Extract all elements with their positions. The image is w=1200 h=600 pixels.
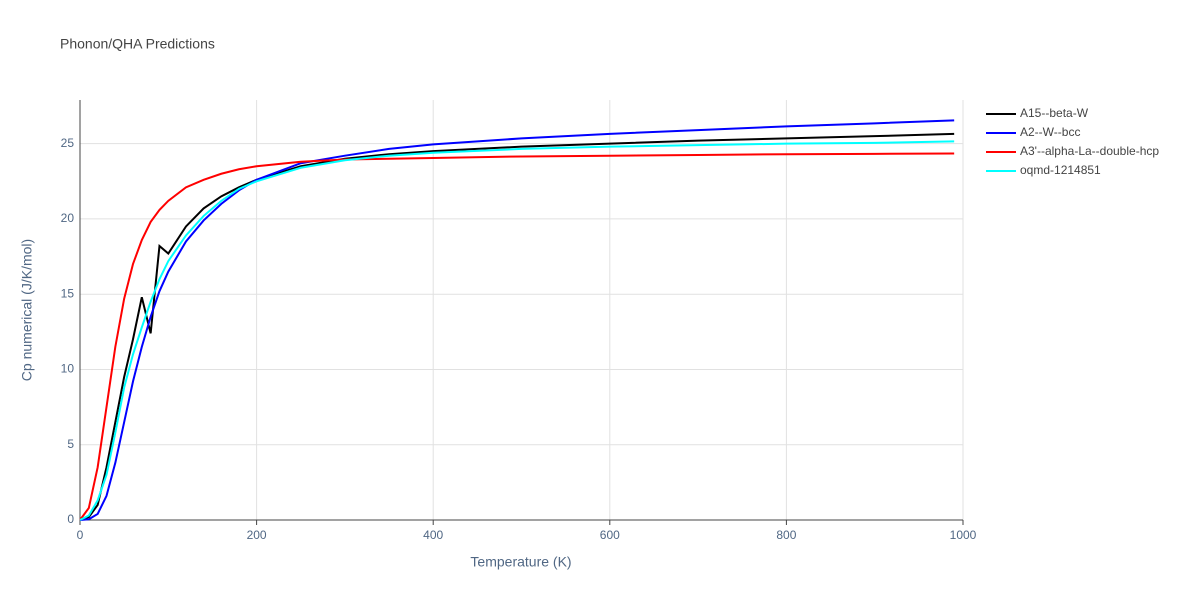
legend-label: A2--W--bcc bbox=[1020, 125, 1080, 139]
chart-title: Phonon/QHA Predictions bbox=[60, 36, 215, 52]
x-tick-label: 200 bbox=[247, 528, 267, 542]
y-tick-label: 15 bbox=[61, 286, 75, 300]
legend-label: A3'--alpha-La--double-hcp bbox=[1020, 144, 1159, 158]
data-line bbox=[79, 132, 955, 521]
y-tick-label: 0 bbox=[67, 512, 74, 526]
x-tick-label: 0 bbox=[77, 528, 84, 542]
y-tick-label: 25 bbox=[61, 136, 75, 150]
legend-label: oqmd-1214851 bbox=[1020, 163, 1101, 177]
x-axis-title: Temperature (K) bbox=[470, 554, 571, 570]
y-tick-label: 5 bbox=[67, 437, 74, 451]
y-tick-label: 20 bbox=[61, 211, 75, 225]
x-tick-label: 800 bbox=[776, 528, 796, 542]
data-line bbox=[79, 152, 955, 521]
x-tick-label: 400 bbox=[423, 528, 443, 542]
x-tick-label: 1000 bbox=[950, 528, 977, 542]
data-line bbox=[79, 140, 955, 521]
y-axis-title: Cp numerical (J/K/mol) bbox=[19, 239, 35, 381]
y-tick-label: 10 bbox=[61, 362, 75, 376]
x-tick-label: 600 bbox=[600, 528, 620, 542]
legend-label: A15--beta-W bbox=[1020, 106, 1089, 120]
data-line bbox=[79, 119, 955, 521]
